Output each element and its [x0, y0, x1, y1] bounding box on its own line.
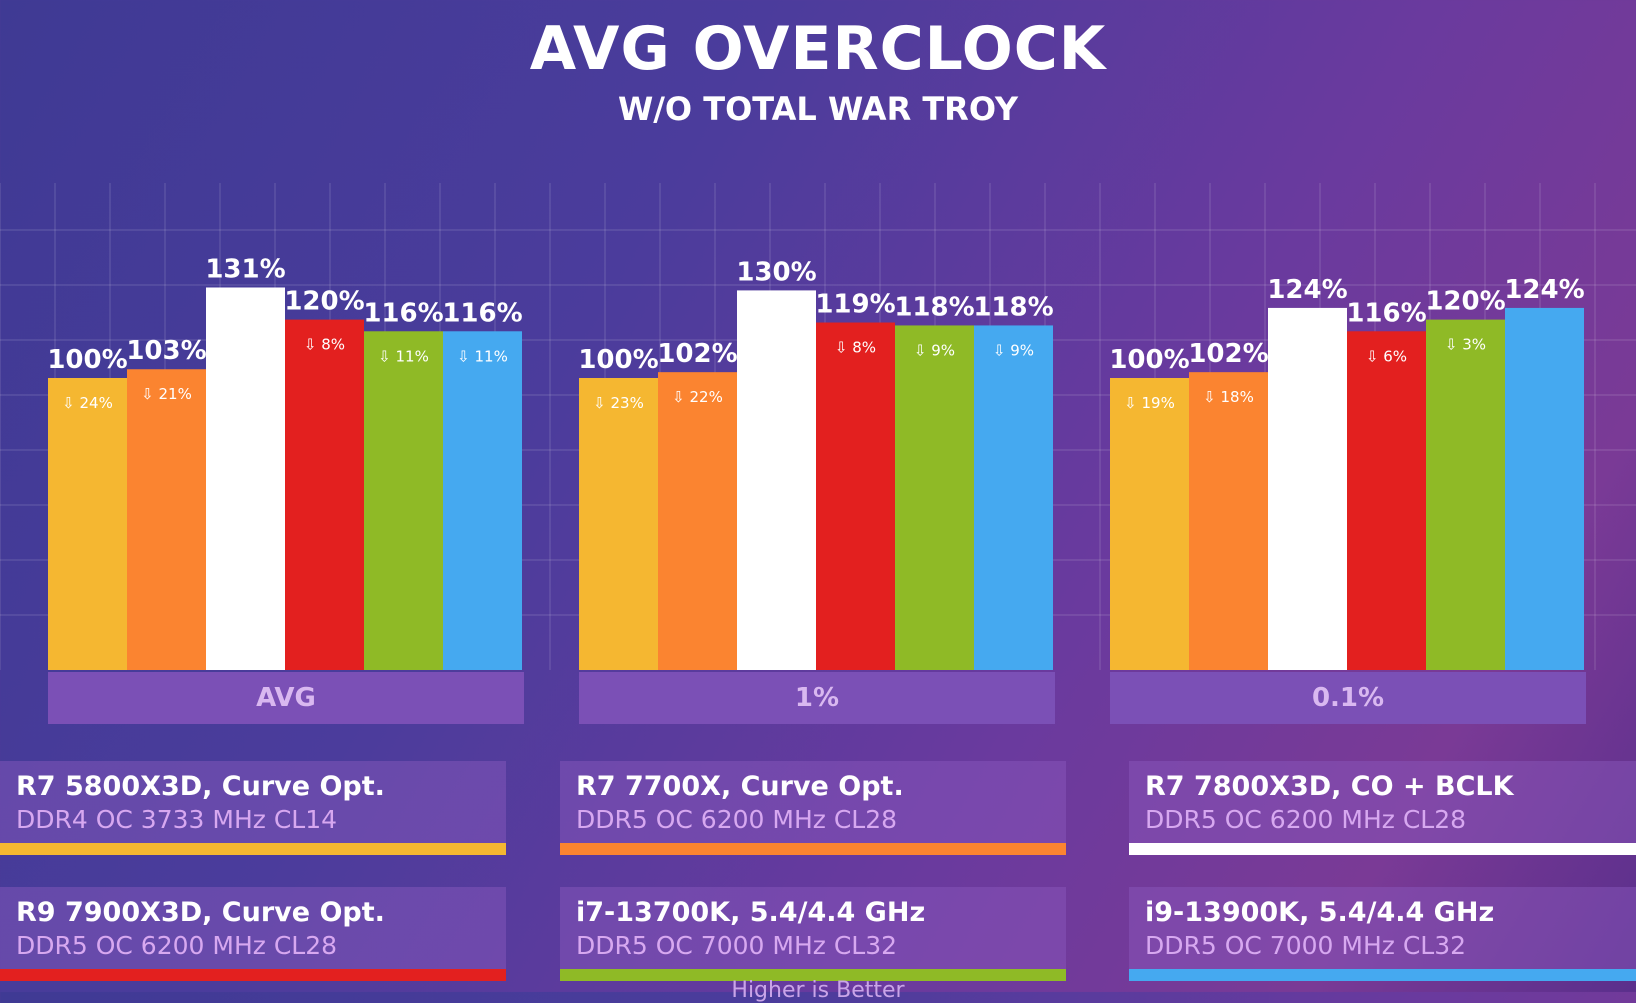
bar-5-1 — [974, 325, 1053, 670]
deficit-label: ⇩ 6% — [1366, 347, 1407, 365]
legend-swatch — [1129, 969, 1636, 981]
data-label: 116% — [363, 298, 443, 328]
legend-name: R7 7800X3D, CO + BCLK — [1145, 771, 1514, 802]
deficit-label: ⇩ 3% — [1445, 336, 1486, 354]
legend-swatch — [0, 843, 506, 855]
data-label: 131% — [205, 254, 285, 284]
deficit-label: ⇩ 9% — [993, 341, 1034, 359]
chart-subtitle: W/O TOTAL WAR TROY — [617, 90, 1019, 128]
data-label: 119% — [815, 290, 895, 320]
deficit-label: ⇩ 18% — [1203, 388, 1254, 406]
legend-swatch — [560, 969, 1066, 981]
legend-memory: DDR4 OC 3733 MHz CL14 — [16, 805, 338, 834]
bar-3-1 — [816, 322, 895, 670]
legend-name: R7 5800X3D, Curve Opt. — [16, 771, 385, 802]
bar-1-0 — [127, 369, 206, 670]
legend-name: R7 7700X, Curve Opt. — [576, 771, 904, 802]
legend-swatch — [560, 843, 1066, 855]
legend-memory: DDR5 OC 6200 MHz CL28 — [1145, 805, 1467, 834]
legend-memory: DDR5 OC 7000 MHz CL32 — [576, 931, 898, 960]
data-label: 118% — [894, 292, 974, 322]
data-label: 120% — [284, 287, 364, 317]
bar-chart: 100%⇩ 24%103%⇩ 21%131%120%⇩ 8%116%⇩ 11%1… — [47, 254, 1584, 670]
category-label-1pct: 1% — [579, 672, 1055, 724]
legend-name: i7-13700K, 5.4/4.4 GHz — [576, 897, 926, 928]
legend-item: R9 7900X3D, Curve Opt. DDR5 OC 6200 MHz C… — [0, 887, 506, 981]
bar-2-2 — [1268, 307, 1347, 670]
deficit-label: ⇩ 11% — [378, 347, 429, 365]
bar-5-2 — [1505, 307, 1584, 670]
deficit-label: ⇩ 9% — [914, 341, 955, 359]
bar-3-0 — [285, 319, 364, 670]
bar-5-0 — [443, 331, 522, 670]
deficit-label: ⇩ 11% — [457, 347, 508, 365]
footer-note: Higher is Better — [731, 978, 905, 1003]
legend-item: i9-13900K, 5.4/4.4 GHz DDR5 OC 7000 MHz C… — [1129, 887, 1636, 981]
deficit-label: ⇩ 23% — [593, 394, 644, 412]
bar-0-2 — [1110, 378, 1189, 670]
deficit-label: ⇩ 24% — [62, 394, 113, 412]
deficit-label: ⇩ 21% — [141, 385, 192, 403]
data-label: 103% — [126, 336, 206, 366]
legend-swatch — [1129, 843, 1636, 855]
deficit-label: ⇩ 19% — [1124, 394, 1175, 412]
legend-memory: DDR5 OC 6200 MHz CL28 — [576, 805, 898, 834]
bar-1-1 — [658, 372, 737, 670]
data-label: 124% — [1504, 275, 1584, 305]
data-label: 100% — [47, 345, 127, 375]
legend-name: i9-13900K, 5.4/4.4 GHz — [1145, 897, 1495, 928]
legend-swatch — [0, 969, 506, 981]
legend-memory: DDR5 OC 7000 MHz CL32 — [1145, 931, 1467, 960]
bar-4-2 — [1426, 319, 1505, 670]
bar-0-1 — [579, 378, 658, 670]
bar-1-2 — [1189, 372, 1268, 670]
data-label: 116% — [1346, 298, 1426, 328]
data-label: 102% — [657, 339, 737, 369]
legend-item: R7 7700X, Curve Opt. DDR5 OC 6200 MHz CL2… — [560, 761, 1066, 855]
data-label: 100% — [1109, 345, 1189, 375]
category-label-01pct: 0.1% — [1110, 672, 1586, 724]
category-label-avg: AVG — [48, 672, 524, 724]
legend-memory: DDR5 OC 6200 MHz CL28 — [16, 931, 338, 960]
bar-4-0 — [364, 331, 443, 670]
data-label: 130% — [736, 257, 816, 287]
bar-0-0 — [48, 378, 127, 670]
data-label: 100% — [578, 345, 658, 375]
legend-item: i7-13700K, 5.4/4.4 GHz DDR5 OC 7000 MHz C… — [560, 887, 1066, 981]
legend-name: R9 7900X3D, Curve Opt. — [16, 897, 385, 928]
legend-item: R7 7800X3D, CO + BCLK DDR5 OC 6200 MHz CL… — [1129, 761, 1636, 855]
data-label: 120% — [1425, 287, 1505, 317]
deficit-label: ⇩ 22% — [672, 388, 723, 406]
bar-2-1 — [737, 290, 816, 670]
bar-3-2 — [1347, 331, 1426, 670]
legend-item: R7 5800X3D, Curve Opt. DDR4 OC 3733 MHz C… — [0, 761, 506, 855]
data-label: 118% — [973, 292, 1053, 322]
deficit-label: ⇩ 8% — [835, 339, 876, 357]
data-label: 116% — [442, 298, 522, 328]
deficit-label: ⇩ 8% — [304, 336, 345, 354]
data-label: 124% — [1267, 275, 1347, 305]
chart-title: AVG OVERCLOCK — [529, 14, 1107, 84]
bar-2-0 — [206, 287, 285, 670]
data-label: 102% — [1188, 339, 1268, 369]
bar-4-1 — [895, 325, 974, 670]
